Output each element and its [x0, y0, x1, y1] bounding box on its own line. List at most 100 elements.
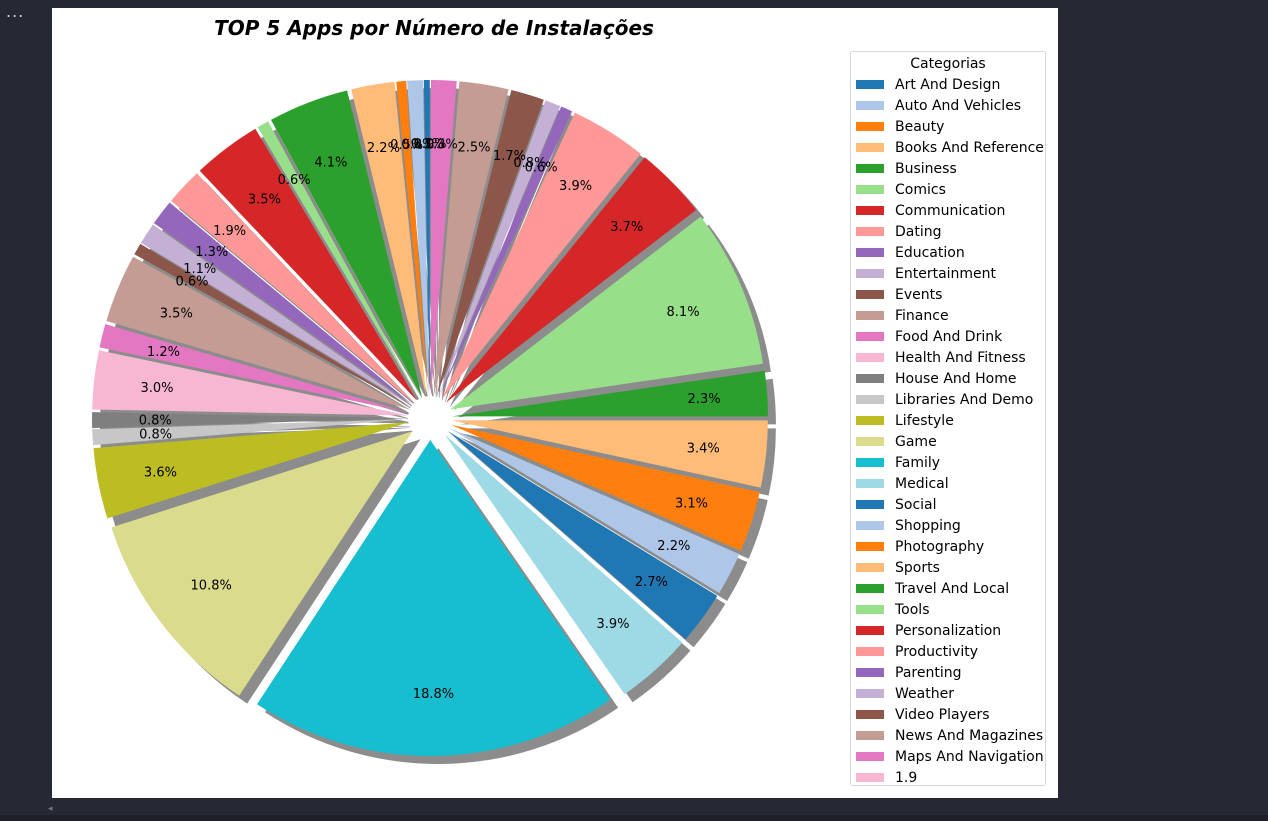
pie-slice-travel-and-local[interactable]	[451, 370, 768, 417]
pie-slice-beauty[interactable]	[396, 80, 429, 397]
pie-slice-family[interactable]	[257, 439, 611, 756]
legend-label: Comics	[895, 181, 946, 198]
legend-swatch	[856, 710, 884, 719]
pie-slice-libraries-and-demo[interactable]	[92, 419, 409, 446]
pie-slice-dating[interactable]	[171, 173, 414, 403]
legend-label: Video Players	[895, 706, 990, 723]
slice-pct-label: 0.8%	[139, 414, 172, 429]
pie-slice-food-and-drink[interactable]	[99, 324, 409, 413]
legend-label: Libraries And Demo	[895, 391, 1034, 408]
slice-pct-label: 3.1%	[675, 496, 708, 511]
legend-swatch	[856, 227, 884, 236]
legend-label: Weather	[895, 685, 954, 702]
slice-pct-label: 0.0%	[413, 137, 446, 152]
pie-slice-weather[interactable]	[438, 100, 561, 398]
slice-pct-label: 0.3%	[411, 137, 444, 152]
legend-swatch	[856, 437, 884, 446]
legend-swatch	[856, 500, 884, 509]
slice-pct-label: 10.8%	[191, 578, 232, 593]
menu-dots-icon[interactable]: ...	[6, 2, 25, 21]
legend-label: 1.9	[895, 769, 918, 786]
legend-swatch	[856, 269, 884, 278]
legend-swatch	[856, 479, 884, 488]
legend-item: Parenting	[856, 662, 1044, 683]
legend-label: Education	[895, 244, 965, 261]
pie-slice-game[interactable]	[111, 431, 413, 696]
legend-item: Education	[856, 242, 1044, 263]
pie-slice-entertainment[interactable]	[140, 224, 412, 406]
pie-slice-sports[interactable]	[451, 420, 768, 488]
legend-item: Food And Drink	[856, 326, 1044, 347]
legend-item: Social	[856, 494, 1044, 515]
pie-slice-lifestyle[interactable]	[93, 422, 409, 519]
legend-swatch	[856, 185, 884, 194]
legend-item: Health And Fitness	[856, 347, 1044, 368]
scroll-left-icon[interactable]: ◂	[48, 804, 53, 814]
slice-pct-label: 3.4%	[687, 441, 720, 456]
pie-slice-communication[interactable]	[199, 128, 417, 401]
legend-label: Health And Fitness	[895, 349, 1026, 366]
legend-item: Video Players	[856, 704, 1044, 725]
legend-label: Social	[895, 496, 937, 513]
pie-slice-personalization[interactable]	[445, 157, 697, 403]
pie-slice-maps-and-navigation[interactable]	[430, 80, 457, 397]
pie-slice-medical[interactable]	[444, 434, 683, 695]
legend-item: Photography	[856, 536, 1044, 557]
legend-label: Entertainment	[895, 265, 997, 282]
pie-slice-parenting[interactable]	[438, 106, 573, 398]
pie-slice-books-and-reference[interactable]	[351, 81, 427, 397]
slice-pct-label: 1.9%	[213, 224, 246, 239]
legend-swatch	[856, 584, 884, 593]
pie-slice-tools[interactable]	[450, 216, 763, 410]
slice-pct-label: 0.8%	[513, 156, 546, 171]
legend-label: Beauty	[895, 118, 945, 135]
slice-pct-label: 2.5%	[457, 141, 490, 156]
pie-slice-video-players[interactable]	[436, 89, 544, 397]
pie-slice-shopping[interactable]	[449, 428, 740, 594]
slice-pct-label: 1.7%	[493, 149, 526, 164]
slice-pct-label: 3.0%	[140, 381, 173, 396]
pie-slice-news-and-magazines[interactable]	[433, 81, 509, 397]
legend-item: Medical	[856, 473, 1044, 494]
slice-pct-label: 2.3%	[688, 392, 721, 407]
legend-item: Books And Reference	[856, 137, 1044, 158]
slice-pct-label: 1.1%	[183, 262, 216, 277]
legend-item: Communication	[856, 200, 1044, 221]
legend-label: Productivity	[895, 643, 978, 660]
pie-slice-productivity[interactable]	[441, 112, 641, 400]
pie-slice-auto-and-vehicles[interactable]	[407, 80, 430, 397]
pie-slice-art-and-design[interactable]	[423, 80, 430, 397]
legend-swatch	[856, 416, 884, 425]
legend-item: Tools	[856, 599, 1044, 620]
legend-item: Libraries And Demo	[856, 389, 1044, 410]
legend-label: Travel And Local	[895, 580, 1010, 597]
legend-label: Business	[895, 160, 957, 177]
pie-slice-education[interactable]	[153, 202, 413, 405]
slice-pct-label: 3.6%	[144, 465, 177, 480]
pie-slice-events[interactable]	[134, 243, 411, 407]
legend-swatch	[856, 626, 884, 635]
pie-slice-health-and-fitness[interactable]	[92, 350, 409, 416]
pie-slice-finance[interactable]	[106, 256, 410, 410]
chart-title: TOP 5 Apps por Número de Instalações	[214, 16, 654, 40]
legend-label: House And Home	[895, 370, 1017, 387]
slice-pct-label: 3.9%	[596, 617, 629, 632]
legend-swatch	[856, 668, 884, 677]
legend-item: Travel And Local	[856, 578, 1044, 599]
pie-slice-business[interactable]	[271, 90, 423, 398]
legend-swatch	[856, 752, 884, 761]
legend-item: News And Magazines	[856, 725, 1044, 746]
slice-pct-label: 0.6%	[278, 173, 311, 188]
pie-slice-photography[interactable]	[450, 424, 760, 551]
pie-slice-comics[interactable]	[257, 121, 420, 399]
pie-slice-house-and-home[interactable]	[92, 412, 409, 429]
legend-label: Photography	[895, 538, 985, 555]
legend-label: Art And Design	[895, 76, 1001, 93]
pie-slice-social[interactable]	[447, 431, 718, 640]
pie-center-hole	[408, 396, 452, 440]
slice-pct-label: 2.7%	[635, 575, 668, 590]
legend-item: Shopping	[856, 515, 1044, 536]
legend-swatch	[856, 605, 884, 614]
legend-label: News And Magazines	[895, 727, 1044, 744]
slice-pct-label: 0.8%	[139, 428, 172, 443]
